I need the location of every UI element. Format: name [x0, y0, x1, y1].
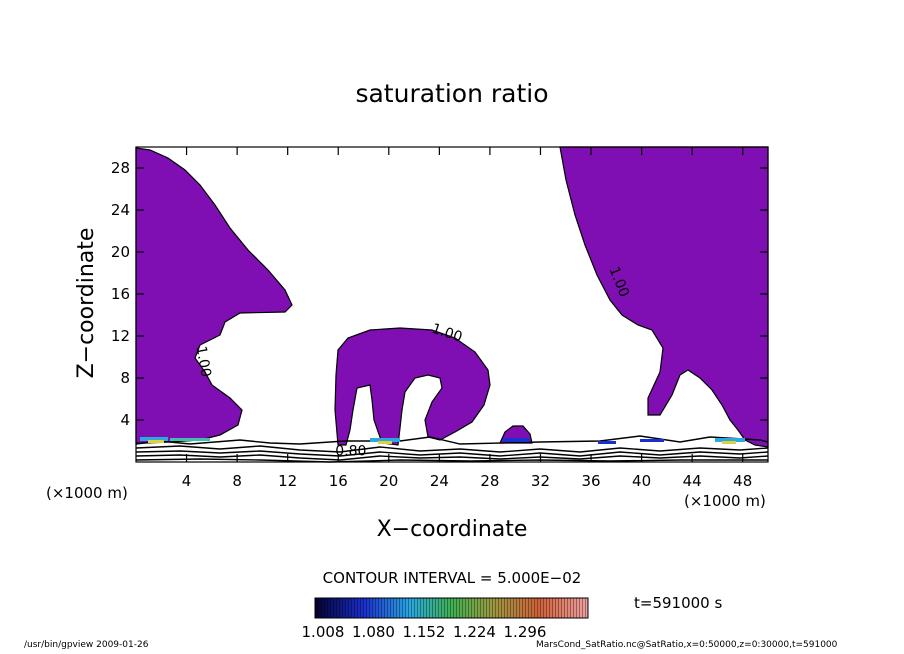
x-tick-label: 36 — [581, 472, 600, 490]
footer-right: MarsCond_SatRatio.nc@SatRatio,x=0:50000,… — [536, 640, 838, 650]
x-axis-label: X−coordinate — [377, 517, 528, 542]
y-axis-label: Z−coordinate — [74, 228, 99, 379]
colorbar-tick-label: 1.296 — [504, 623, 547, 641]
x-tick-label: 20 — [379, 472, 398, 490]
center-fill-region — [334, 327, 491, 446]
y-tick-label: 16 — [111, 285, 130, 303]
colorbar-tick-label: 1.224 — [453, 623, 496, 641]
colorbar-tick-label: 1.080 — [352, 623, 395, 641]
x-tick-label: 16 — [329, 472, 348, 490]
x-tick-label: 12 — [278, 472, 297, 490]
surface-contour-lines — [135, 435, 769, 463]
x-tick-label: 28 — [480, 472, 499, 490]
colorbar-stripes — [315, 598, 588, 618]
colorbar-tick-label: 1.008 — [302, 623, 345, 641]
surface-color-patches — [140, 437, 745, 444]
x-unit-left: (×1000 m) — [46, 484, 128, 502]
left-fill-region — [135, 147, 293, 444]
footer-left: /usr/bin/gpview 2009-01-26 — [24, 640, 149, 650]
contour-interval-text: CONTOUR INTERVAL = 5.000E−02 — [323, 569, 582, 587]
x-unit-right: (×1000 m) — [684, 492, 766, 510]
right-fill-region — [559, 146, 769, 448]
time-label: t=591000 s — [634, 594, 722, 612]
contour-fill-regions — [135, 146, 769, 448]
x-tick-label: 8 — [232, 472, 242, 490]
x-tick-label: 4 — [182, 472, 192, 490]
x-axis: 4 8 12 16 20 24 28 32 36 40 44 48 — [182, 147, 752, 490]
x-tick-label: 44 — [683, 472, 702, 490]
colorbar — [314, 597, 589, 619]
y-tick-label: 28 — [111, 159, 130, 177]
y-tick-label: 4 — [120, 411, 130, 429]
plot-frame — [135, 146, 769, 463]
contour-label: 0.80 — [335, 444, 366, 460]
x-tick-label: 40 — [632, 472, 651, 490]
chart-title: saturation ratio — [355, 79, 548, 108]
colorbar-tick-label: 1.152 — [403, 623, 446, 641]
y-tick-label: 20 — [111, 243, 130, 261]
contour-label: 1.00 — [193, 345, 214, 378]
colorbar-tick-labels: 1.008 1.080 1.152 1.224 1.296 — [302, 623, 547, 641]
y-tick-label: 12 — [111, 327, 130, 345]
y-tick-label: 8 — [120, 369, 130, 387]
x-tick-label: 32 — [531, 472, 550, 490]
x-tick-label: 48 — [733, 472, 752, 490]
colorbar-frame — [314, 597, 589, 619]
y-axis: 4 8 12 16 20 24 28 — [111, 159, 768, 429]
x-tick-label: 24 — [430, 472, 449, 490]
y-tick-label: 24 — [111, 201, 130, 219]
